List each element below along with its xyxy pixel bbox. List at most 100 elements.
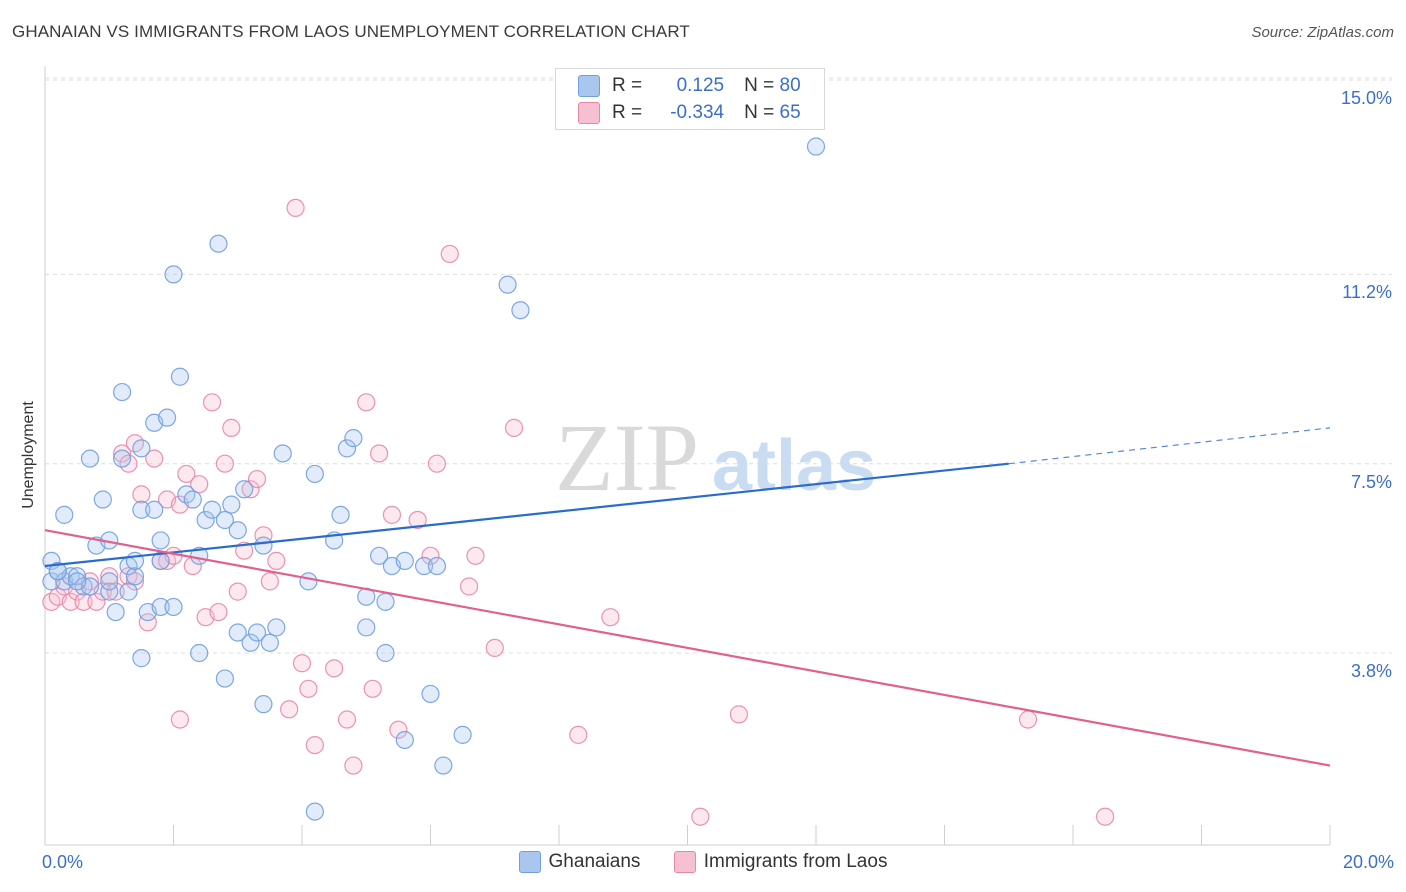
data-point xyxy=(100,582,119,601)
data-point xyxy=(569,725,588,744)
legend-r-label: R = xyxy=(612,75,643,96)
data-point xyxy=(190,475,209,494)
data-point xyxy=(80,449,100,468)
data-point xyxy=(170,367,190,386)
data-point xyxy=(87,592,106,611)
data-point xyxy=(112,444,132,463)
data-point xyxy=(254,536,273,555)
legend-swatch-blue xyxy=(578,75,600,97)
legend-swatch-ghanaians xyxy=(518,851,541,873)
data-point xyxy=(1096,807,1115,826)
data-point xyxy=(273,444,292,463)
data-point xyxy=(55,505,74,524)
chart-title: GHANAIAN VS IMMIGRANTS FROM LAOS UNEMPLO… xyxy=(12,22,690,41)
data-point xyxy=(395,730,414,750)
data-point xyxy=(421,684,440,704)
data-point xyxy=(382,505,402,524)
legend-swatch-laos xyxy=(673,851,696,873)
data-point xyxy=(228,521,247,540)
data-point xyxy=(299,572,318,591)
watermark-atlas: atlas xyxy=(712,426,876,506)
data-point xyxy=(376,592,395,611)
data-point xyxy=(241,480,260,499)
legend-label-ghanaians: Ghanaians xyxy=(548,851,641,872)
data-point xyxy=(222,495,241,514)
legend-n-label: N = xyxy=(744,75,775,96)
data-point xyxy=(299,679,318,698)
y-tick-label: 3.8% xyxy=(1350,661,1392,681)
data-point xyxy=(132,649,151,668)
data-point xyxy=(235,480,254,499)
data-point xyxy=(164,265,183,284)
data-point xyxy=(344,429,363,448)
data-point xyxy=(427,556,447,576)
data-point xyxy=(247,469,267,489)
trend-line-ghanaians xyxy=(44,462,1009,568)
y-tick-label: 15.0% xyxy=(1340,88,1392,108)
data-point xyxy=(215,454,234,473)
legend-row-laos: R = -0.334 N = 65 xyxy=(578,102,801,126)
trend-lines xyxy=(44,427,1331,767)
data-point xyxy=(267,551,286,571)
data-point xyxy=(254,695,273,714)
legend-r-value-pink: -0.334 xyxy=(670,102,725,123)
data-point xyxy=(376,643,395,663)
data-point xyxy=(729,705,749,724)
data-point xyxy=(209,234,228,253)
legend-n-value-pink: 65 xyxy=(779,102,801,123)
data-point xyxy=(305,464,324,484)
data-point xyxy=(112,382,132,402)
trend-line-laos xyxy=(44,529,1331,767)
legend-swatch-pink xyxy=(578,102,600,124)
x-tick-label-max: 20.0% xyxy=(1342,852,1394,872)
data-point xyxy=(504,418,524,437)
y-tick-label: 7.5% xyxy=(1350,471,1392,492)
data-point xyxy=(228,623,247,642)
data-point xyxy=(247,623,267,642)
data-point xyxy=(305,735,324,755)
legend-item-laos: Immigrants from Laos xyxy=(673,851,888,873)
data-point xyxy=(42,572,61,591)
legend-row-ghanaians: R = 0.125 N = 80 xyxy=(578,75,801,99)
watermark-zip: ZIP xyxy=(555,404,699,511)
data-point xyxy=(106,602,125,622)
data-point xyxy=(440,244,459,264)
legend-n-value-blue: 80 xyxy=(779,75,801,96)
data-point xyxy=(459,577,479,596)
data-point xyxy=(48,562,67,581)
axes xyxy=(44,66,1331,846)
data-point xyxy=(260,633,279,652)
series-immigrants-from-laos xyxy=(42,198,1115,826)
data-point xyxy=(453,725,472,744)
data-point xyxy=(74,592,93,611)
legend-label-laos: Immigrants from Laos xyxy=(703,851,888,872)
data-point xyxy=(132,439,151,458)
data-point xyxy=(209,602,228,622)
data-point xyxy=(241,633,260,652)
data-point xyxy=(337,710,357,729)
data-point xyxy=(61,592,80,611)
data-point xyxy=(119,582,138,601)
data-point xyxy=(68,572,87,591)
data-point xyxy=(511,301,530,320)
data-point xyxy=(498,275,517,294)
legend-r-value-blue: 0.125 xyxy=(676,75,725,96)
data-point xyxy=(286,198,305,218)
data-point xyxy=(1018,710,1038,729)
data-point xyxy=(100,572,119,591)
data-point xyxy=(215,669,234,688)
data-point xyxy=(427,454,447,473)
data-point xyxy=(145,449,164,468)
watermark: ZIP atlas xyxy=(555,404,876,511)
data-point xyxy=(691,807,710,826)
data-point xyxy=(370,444,389,463)
data-point xyxy=(337,439,357,458)
data-point xyxy=(414,556,434,576)
legend-item-ghanaians: Ghanaians xyxy=(518,851,641,873)
data-point xyxy=(421,546,440,565)
data-point xyxy=(370,546,389,565)
data-point xyxy=(68,567,87,586)
data-point xyxy=(357,618,376,637)
data-point xyxy=(292,654,312,673)
